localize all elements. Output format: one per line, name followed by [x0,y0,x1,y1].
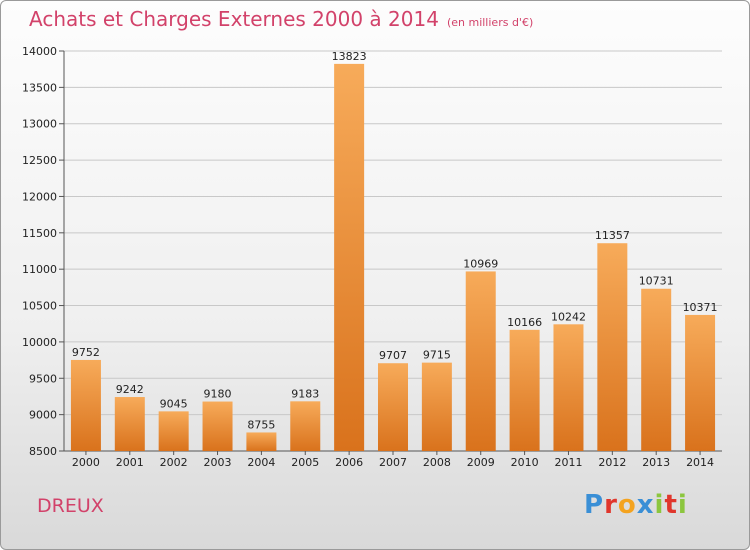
x-tick-label: 2006 [335,456,363,469]
x-tick-label: 2013 [642,456,670,469]
place-name: DREUX [37,495,104,517]
x-tick-label: 2012 [598,456,626,469]
data-label: 10166 [507,316,542,329]
bar [378,363,408,451]
y-tick-label: 12000 [22,190,57,203]
y-tick-label: 10000 [22,336,57,349]
x-tick-label: 2000 [72,456,100,469]
bar [465,271,496,451]
data-label: 10371 [683,301,718,314]
data-label: 8755 [247,418,275,431]
data-label: 9752 [72,346,100,359]
proxiti-logo: Proxiti [584,490,688,520]
y-tick-label: 14000 [22,45,57,58]
bar [158,411,189,451]
x-tick-label: 2002 [160,456,188,469]
x-tick-label: 2005 [291,456,319,469]
bar [553,324,584,451]
bar [597,243,628,451]
unit-text: (en milliers d'€) [446,16,534,29]
x-tick-label: 2003 [204,456,232,469]
data-label: 9707 [379,349,407,362]
y-tick-label: 13500 [22,81,57,94]
bar [290,401,321,451]
x-tick-label: 2008 [423,456,451,469]
logo-letter: x [636,490,655,520]
chart-title: Achats et Charges Externes 2000 à 2014 (e… [29,7,533,31]
x-tick-label: 2007 [379,456,407,469]
y-tick-label: 9000 [29,409,57,422]
x-tick-label: 2001 [116,456,144,469]
bar [334,63,365,451]
bar [421,362,452,451]
y-tick-label: 11000 [22,263,57,276]
data-label: 9045 [160,397,188,410]
data-label: 9183 [291,387,319,400]
bar [509,329,540,451]
bar [246,432,277,451]
bar [202,401,233,451]
y-tick-label: 10500 [22,300,57,313]
y-tick-label: 12500 [22,154,57,167]
logo-letter: i [677,490,688,520]
logo-letter: P [584,490,605,520]
data-label: 10242 [551,310,586,323]
logo-letter: t [664,490,678,520]
x-tick-label: 2011 [554,456,582,469]
bar [685,314,716,451]
data-label: 10731 [639,275,674,288]
data-label: 9180 [204,388,232,401]
bar [641,288,672,451]
data-label: 13823 [332,50,367,63]
title-text: Achats et Charges Externes 2000 à 2014 [29,7,439,31]
data-label: 9242 [116,383,144,396]
data-label: 9715 [423,349,451,362]
y-tick-label: 13000 [22,118,57,131]
data-label: 10969 [463,257,498,270]
bar [70,359,101,451]
y-tick-label: 8500 [29,445,57,458]
x-tick-label: 2004 [247,456,275,469]
x-tick-label: 2014 [686,456,714,469]
x-tick-label: 2009 [467,456,495,469]
y-tick-label: 9500 [29,372,57,385]
y-tick-label: 11500 [22,227,57,240]
data-label: 11357 [595,229,630,242]
logo-letter: i [654,490,665,520]
logo-letter: r [604,490,618,520]
x-tick-label: 2010 [511,456,539,469]
logo-letter: o [617,490,637,520]
bar [114,397,145,451]
